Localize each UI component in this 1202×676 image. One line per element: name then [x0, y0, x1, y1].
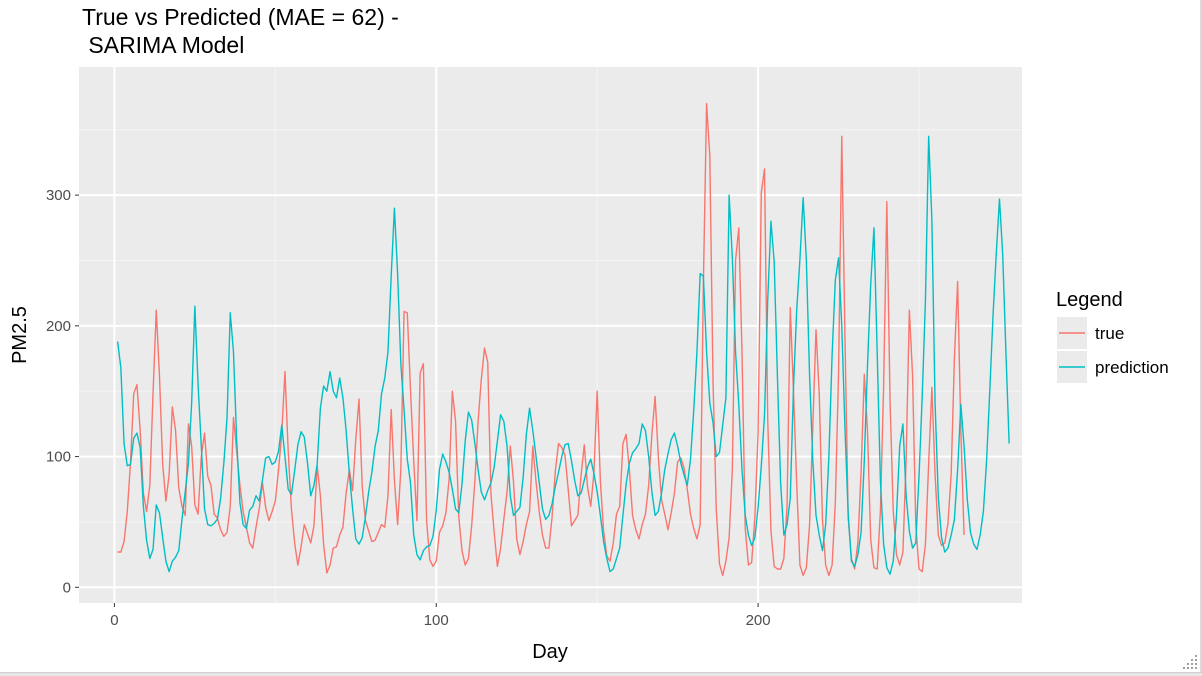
y-tick-label: 200 [46, 318, 71, 335]
series-line-prediction [116, 135, 1010, 575]
axes-layer: 0 100 200 0 100 200 300 [46, 187, 771, 629]
x-tick-label: 0 [110, 612, 118, 629]
y-axis-label: PM2.5 [9, 306, 31, 364]
window-bottom-border [0, 672, 1202, 676]
plot-panel [79, 67, 1022, 603]
y-tick-label: 100 [46, 449, 71, 466]
y-tick-label: 300 [46, 187, 71, 204]
x-axis-label: Day [532, 641, 568, 663]
legend-title: Legend [1056, 289, 1123, 311]
x-tick-label: 200 [746, 612, 771, 629]
chart-title-line-2: SARIMA Model [82, 32, 245, 58]
resize-grip-icon[interactable] [1181, 653, 1199, 671]
x-tick-label: 100 [424, 612, 449, 629]
window-right-border [1200, 0, 1202, 676]
legend-label-true: true [1095, 324, 1124, 343]
series-line-true [117, 102, 965, 577]
legend-label-prediction: prediction [1095, 358, 1169, 377]
y-tick-label: 0 [63, 579, 71, 596]
legend: Legend true prediction [1056, 289, 1169, 383]
chart-title-line-1: True vs Predicted (MAE = 62) - [82, 4, 399, 30]
series-layer [116, 102, 1010, 577]
